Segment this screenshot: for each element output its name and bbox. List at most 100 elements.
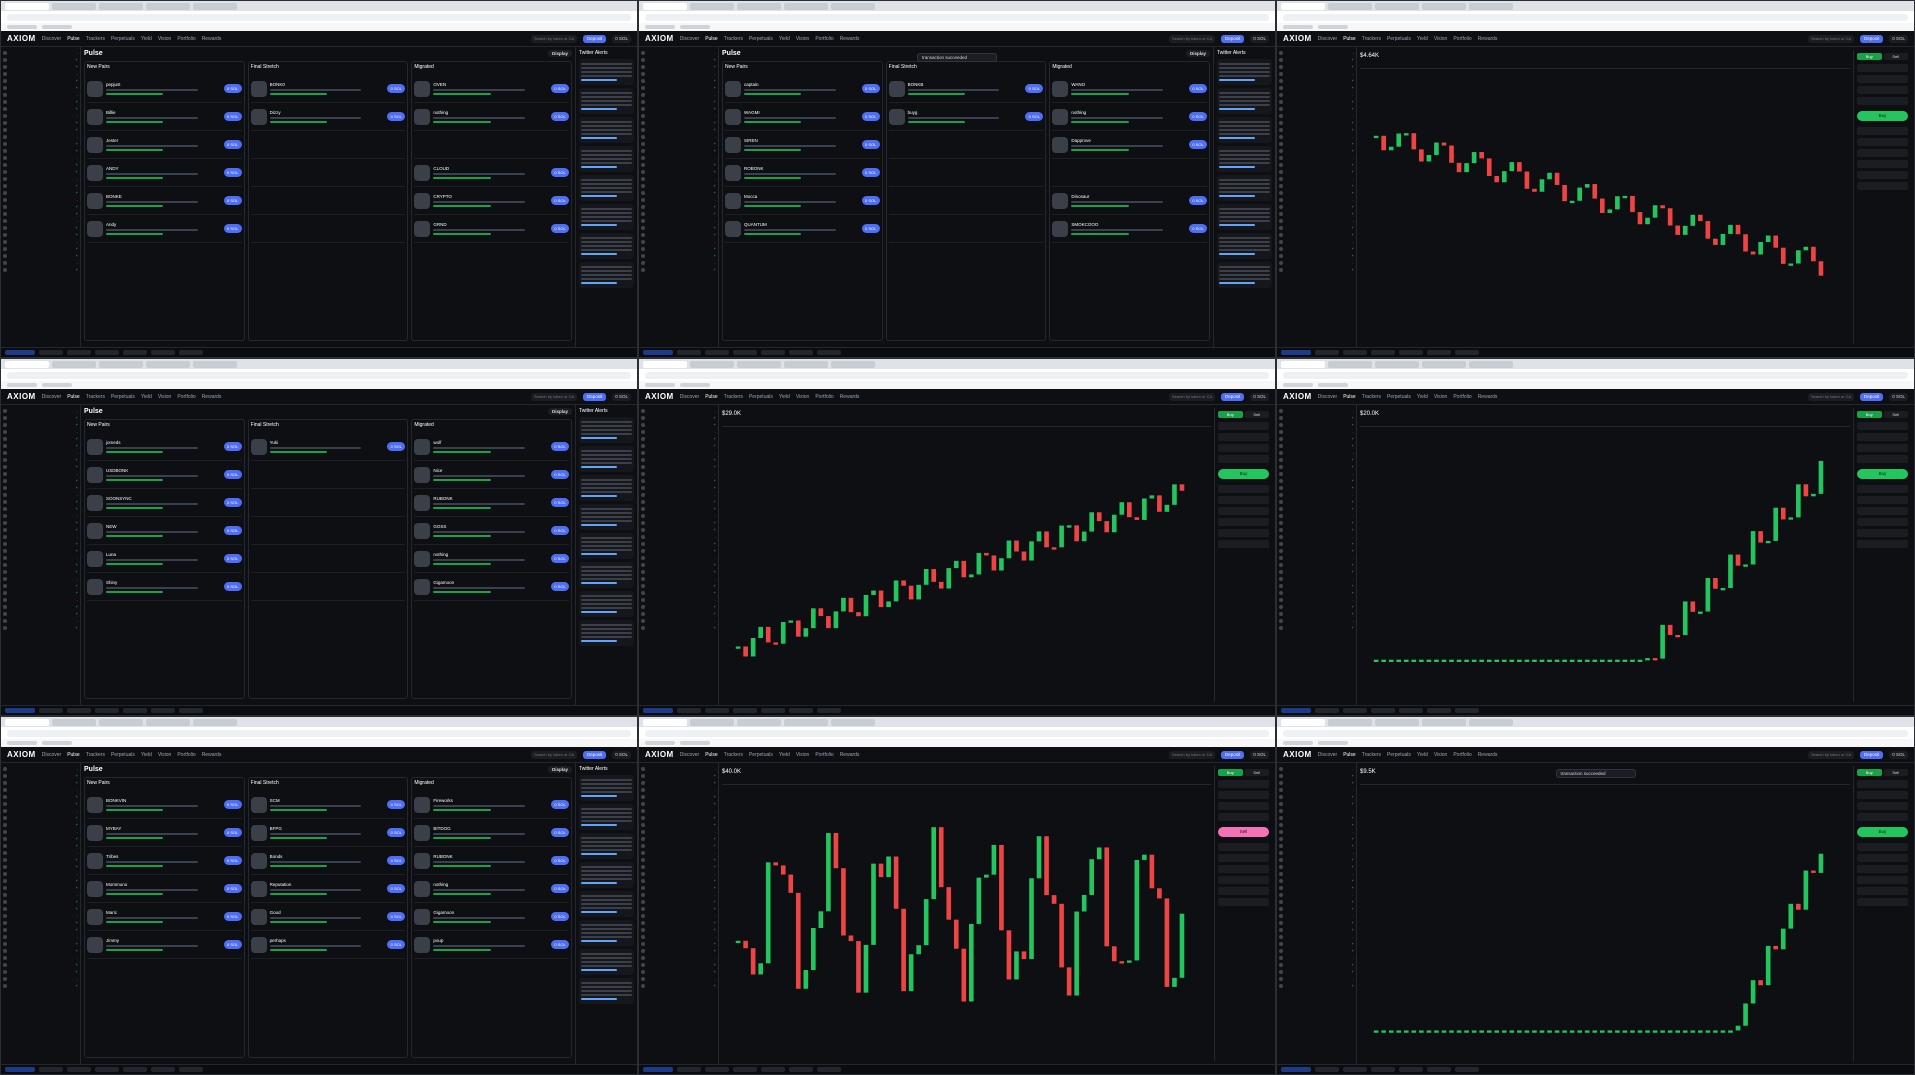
token-card[interactable]: BONKB 0 SOL: [888, 75, 1044, 103]
browser-tab[interactable]: [1469, 360, 1513, 368]
bookmark[interactable]: [42, 741, 72, 745]
watchlist-row[interactable]: +: [641, 182, 716, 189]
amount-field[interactable]: [1218, 444, 1269, 452]
browser-tab[interactable]: [831, 360, 875, 368]
browser-tab[interactable]: [1375, 360, 1419, 368]
deposit-button[interactable]: Deposit: [582, 392, 607, 401]
watchlist-row[interactable]: -: [3, 49, 78, 56]
token-card[interactable]: Billie 0 SOL: [87, 103, 242, 131]
search-input[interactable]: Search by token or CA: [1807, 750, 1854, 759]
nav-pulse[interactable]: Pulse: [705, 393, 718, 400]
watchlist-row[interactable]: -: [1279, 91, 1354, 98]
nav-trackers[interactable]: Trackers: [1361, 751, 1381, 758]
quick-buy-button[interactable]: 0 SOL: [1189, 196, 1208, 205]
watchlist-row[interactable]: +: [3, 842, 78, 849]
watchlist-row[interactable]: -: [641, 238, 716, 245]
nav-yield[interactable]: Yield: [1416, 751, 1428, 758]
watchlist-row[interactable]: +: [641, 421, 716, 428]
token-card[interactable]: [888, 159, 1044, 187]
quick-buy-button[interactable]: 0 SOL: [861, 140, 880, 149]
status-item[interactable]: [817, 708, 841, 713]
status-item[interactable]: [733, 708, 757, 713]
watchlist-row[interactable]: +: [3, 266, 78, 273]
deposit-button[interactable]: Deposit: [582, 34, 607, 43]
token-card[interactable]: NEW 0 SOL: [87, 517, 242, 545]
watchlist-row[interactable]: +: [1279, 484, 1354, 491]
url-field[interactable]: [645, 13, 1269, 21]
nav-discover[interactable]: Discover: [41, 35, 62, 42]
watchlist-row[interactable]: +: [1279, 582, 1354, 589]
token-card[interactable]: [250, 187, 406, 215]
watchlist-row[interactable]: -: [1279, 849, 1354, 856]
watchlist-row[interactable]: +: [3, 905, 78, 912]
watchlist-row[interactable]: +: [1279, 224, 1354, 231]
watchlist-row[interactable]: +: [1279, 821, 1354, 828]
tweet-card[interactable]: [579, 562, 634, 588]
nav-discover[interactable]: Discover: [679, 35, 700, 42]
balance-pill[interactable]: [5, 708, 35, 713]
watchlist-row[interactable]: -: [3, 554, 78, 561]
watchlist-row[interactable]: +: [3, 982, 78, 989]
token-card[interactable]: captain 0 SOL: [725, 75, 880, 103]
search-input[interactable]: Search by token or CA: [530, 34, 577, 43]
watchlist-row[interactable]: +: [3, 140, 78, 147]
status-item[interactable]: [1455, 708, 1479, 713]
chart-toolbar[interactable]: [1360, 778, 1850, 785]
display-button[interactable]: Display: [1185, 50, 1210, 57]
axiom-logo[interactable]: AXIOM: [1283, 34, 1312, 43]
status-item[interactable]: [789, 708, 813, 713]
chart-toolbar[interactable]: [722, 420, 1211, 427]
amount-field[interactable]: [1857, 97, 1908, 105]
watchlist-row[interactable]: -: [641, 512, 716, 519]
nav-pulse[interactable]: Pulse: [705, 35, 718, 42]
browser-tab[interactable]: [1422, 2, 1466, 10]
watchlist-row[interactable]: +: [3, 224, 78, 231]
token-card[interactable]: ROBONK 0 SOL: [725, 159, 880, 187]
quick-buy-button[interactable]: 0 SOL: [223, 940, 242, 949]
watchlist-row[interactable]: +: [641, 484, 716, 491]
watchlist-row[interactable]: +: [1279, 421, 1354, 428]
token-card[interactable]: nothing 0 SOL: [414, 545, 570, 573]
watchlist-row[interactable]: +: [1279, 210, 1354, 217]
watchlist-row[interactable]: +: [1279, 435, 1354, 442]
watchlist-row[interactable]: +: [1279, 940, 1354, 947]
nav-vision[interactable]: Vision: [157, 751, 172, 758]
nav-perpetuals[interactable]: Perpetuals: [1386, 393, 1411, 400]
watchlist-row[interactable]: +: [1279, 147, 1354, 154]
browser-tab[interactable]: [643, 718, 687, 726]
status-item[interactable]: [179, 350, 203, 355]
watchlist-row[interactable]: +: [3, 105, 78, 112]
watchlist-row[interactable]: +: [641, 863, 716, 870]
quick-buy-button[interactable]: 0 SOL: [551, 582, 570, 591]
quick-buy-button[interactable]: 0 SOL: [223, 224, 242, 233]
nav-discover[interactable]: Discover: [41, 751, 62, 758]
nav-discover[interactable]: Discover: [1317, 751, 1338, 758]
nav-yield[interactable]: Yield: [1416, 35, 1428, 42]
token-card[interactable]: Good 0 SOL: [250, 903, 406, 931]
watchlist-row[interactable]: +: [641, 821, 716, 828]
watchlist-row[interactable]: -: [3, 870, 78, 877]
url-field[interactable]: [1283, 13, 1908, 21]
tweet-card[interactable]: [579, 417, 634, 443]
watchlist-row[interactable]: -: [1279, 449, 1354, 456]
token-card[interactable]: poup 0 SOL: [414, 931, 570, 959]
browser-tab[interactable]: [737, 2, 781, 10]
watchlist-row[interactable]: +: [1279, 252, 1354, 259]
price-chart[interactable]: [1368, 430, 1832, 685]
nav-pulse[interactable]: Pulse: [1343, 751, 1356, 758]
buy-button[interactable]: Buy: [1218, 469, 1269, 479]
token-card[interactable]: Gigamoon 0 SOL: [414, 903, 570, 931]
watchlist-row[interactable]: -: [1279, 259, 1354, 266]
token-card[interactable]: Reputation 0 SOL: [250, 875, 406, 903]
watchlist-row[interactable]: -: [1279, 470, 1354, 477]
watchlist-row[interactable]: +: [641, 982, 716, 989]
watchlist-row[interactable]: -: [1279, 554, 1354, 561]
tweet-card[interactable]: [579, 833, 634, 859]
display-button[interactable]: Display: [547, 766, 572, 773]
watchlist-row[interactable]: +: [3, 610, 78, 617]
nav-rewards[interactable]: Rewards: [1477, 35, 1498, 42]
watchlist-row[interactable]: -: [1279, 70, 1354, 77]
watchlist-row[interactable]: +: [641, 961, 716, 968]
browser-tab[interactable]: [52, 360, 96, 368]
watchlist-row[interactable]: +: [641, 919, 716, 926]
